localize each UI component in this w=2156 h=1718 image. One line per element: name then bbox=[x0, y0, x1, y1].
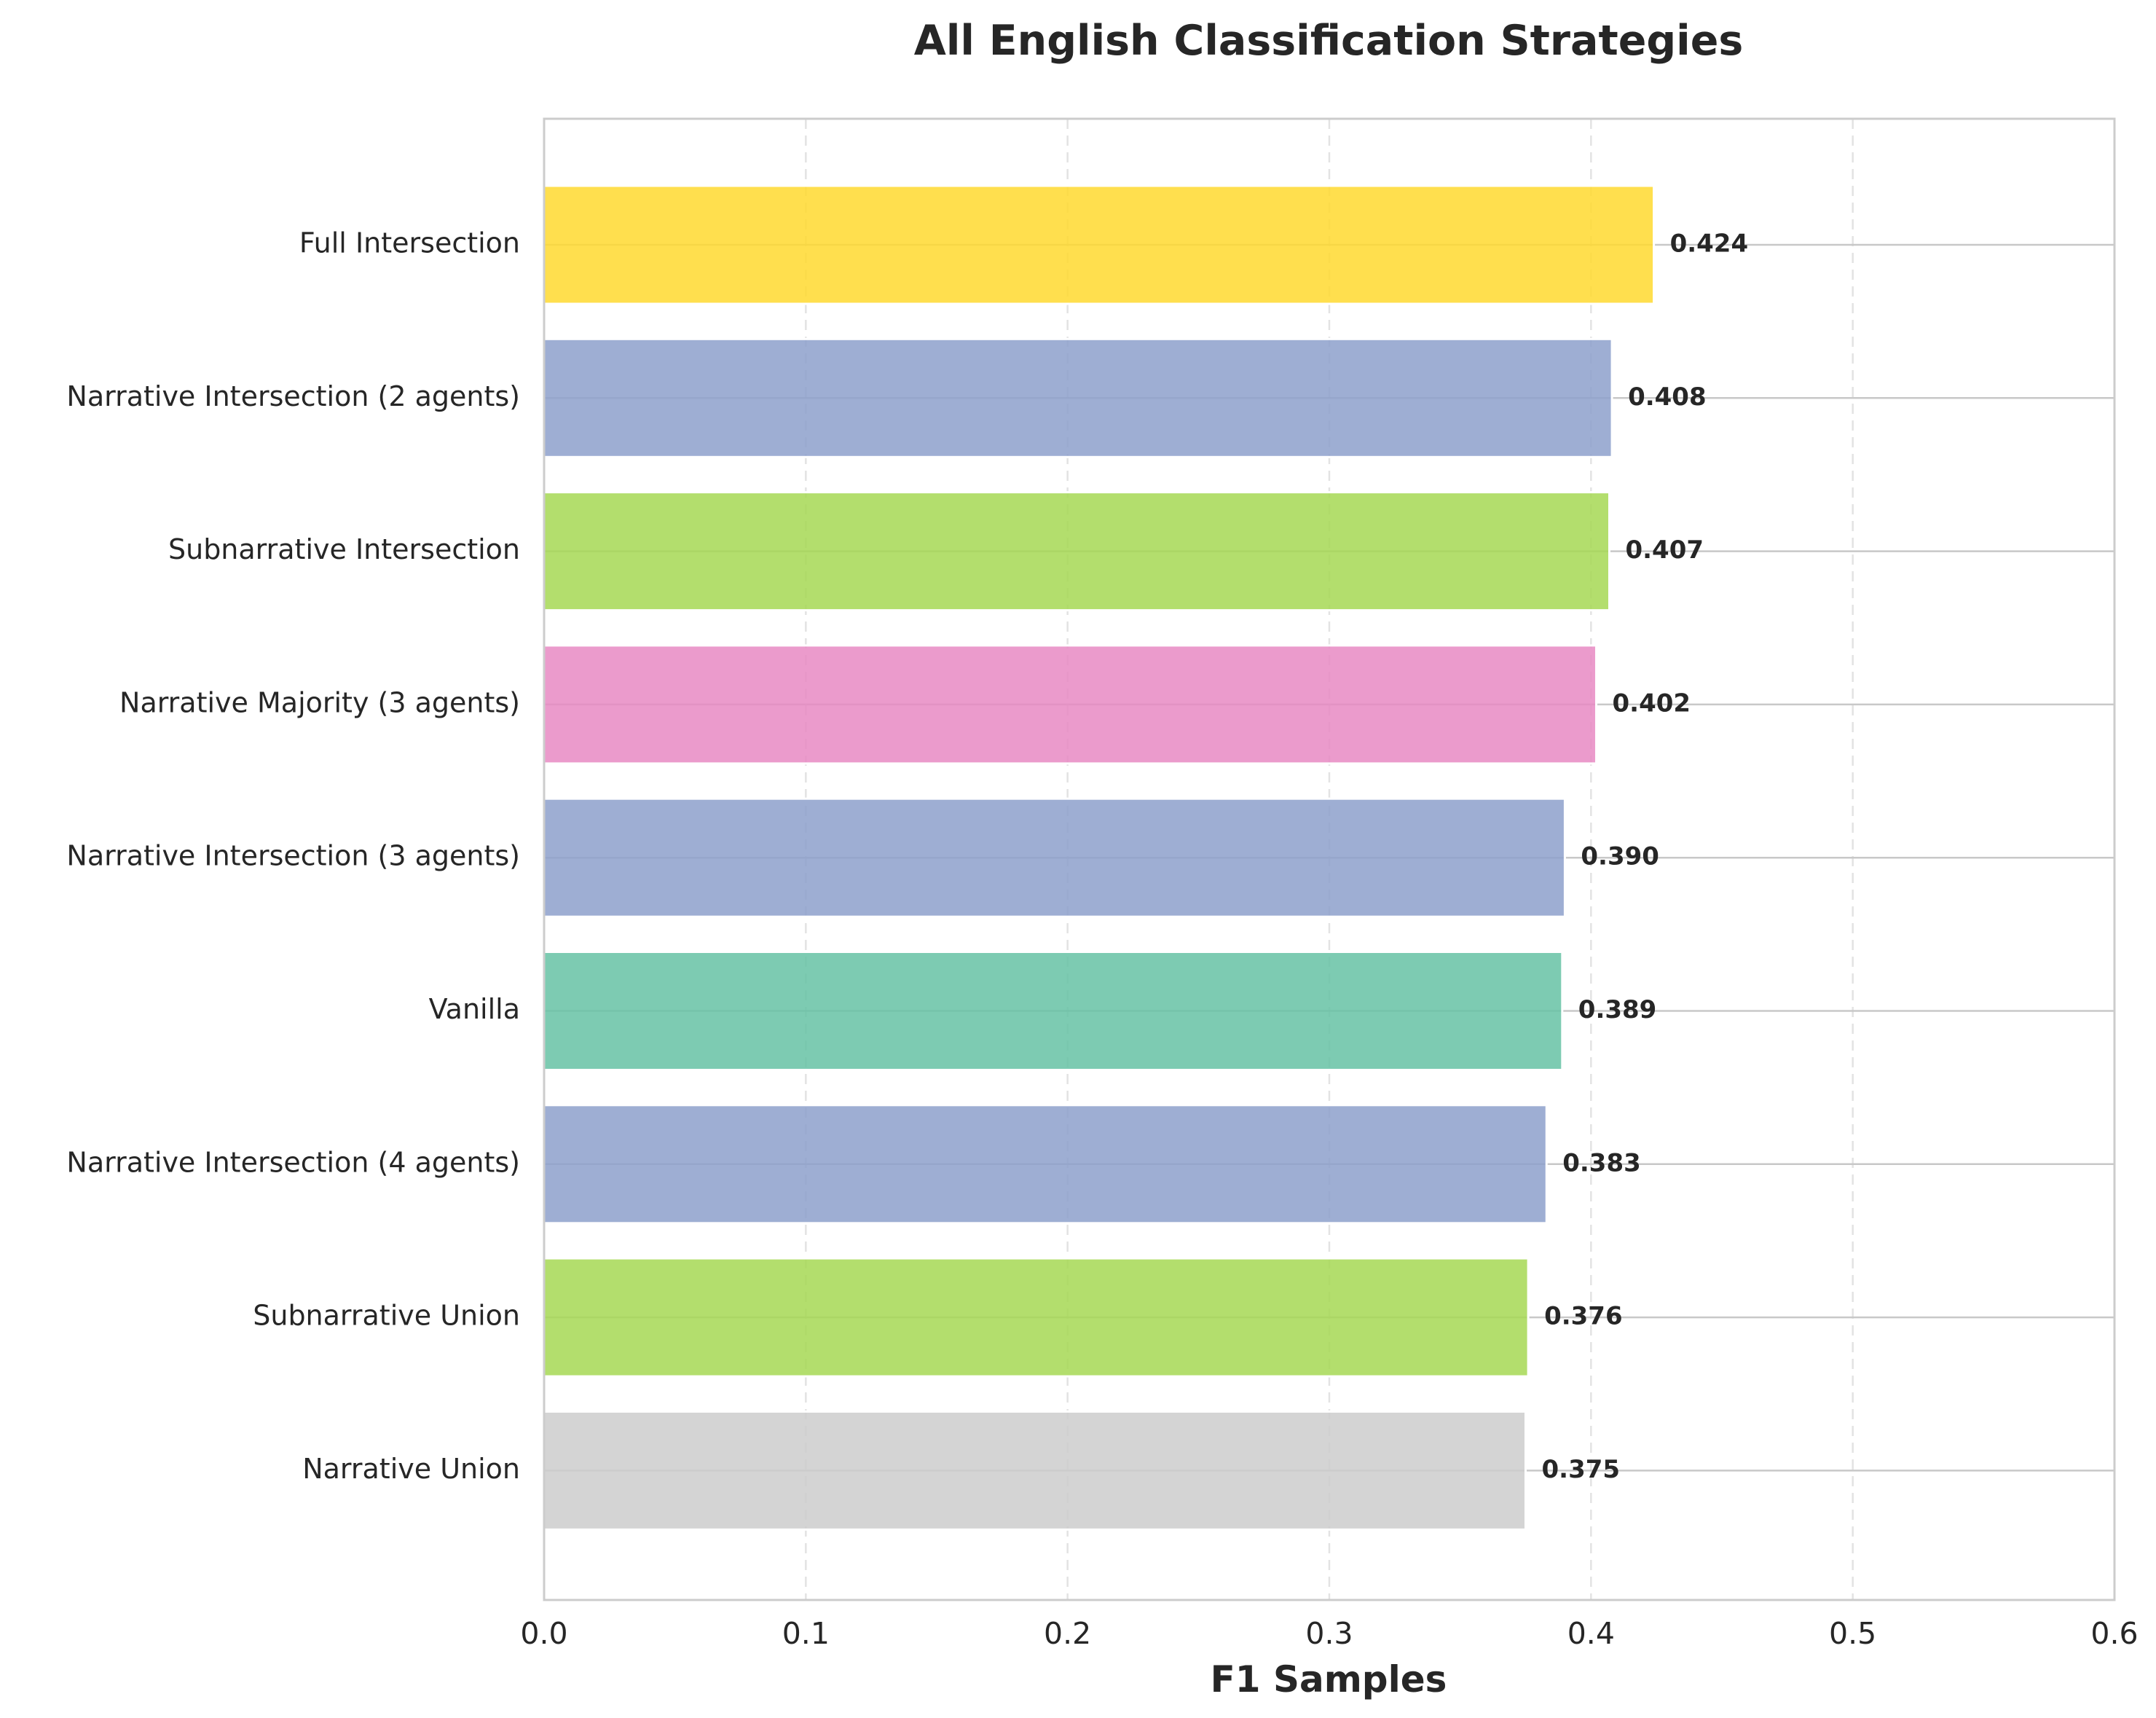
category-label: Narrative Union bbox=[302, 1453, 520, 1485]
bar bbox=[543, 644, 1598, 765]
bar-value-label: 0.407 bbox=[1625, 536, 1704, 565]
x-tick-label: 0.3 bbox=[1305, 1616, 1353, 1651]
bars: 0.424 0.408 0.407 0.402 0.390 0.389 0.383 0.376… bbox=[543, 184, 1749, 1531]
x-axis: 0.0 0.1 0.2 0.3 0.4 0.5 0.6 bbox=[520, 1616, 2138, 1651]
bar bbox=[543, 491, 1610, 612]
bar bbox=[543, 1410, 1527, 1531]
bar-value-label: 0.424 bbox=[1670, 230, 1749, 259]
x-tick-label: 0.1 bbox=[782, 1616, 830, 1651]
y-axis: Full Intersection Narrative Intersection … bbox=[66, 227, 520, 1485]
bar bbox=[543, 797, 1566, 918]
bar bbox=[543, 1104, 1548, 1225]
bar bbox=[543, 951, 1564, 1071]
bar-value-label: 0.389 bbox=[1578, 995, 1657, 1024]
bar bbox=[543, 337, 1613, 458]
category-label: Narrative Intersection (4 agents) bbox=[66, 1146, 520, 1178]
bar-value-label: 0.408 bbox=[1628, 383, 1707, 412]
x-tick-label: 0.2 bbox=[1044, 1616, 1091, 1651]
bar-value-label: 0.383 bbox=[1562, 1148, 1641, 1177]
category-label: Subnarrative Intersection bbox=[168, 533, 520, 565]
category-label: Subnarrative Union bbox=[253, 1300, 520, 1332]
bar-value-label: 0.375 bbox=[1542, 1455, 1621, 1484]
category-label: Narrative Intersection (2 agents) bbox=[66, 380, 520, 412]
x-tick-label: 0.5 bbox=[1829, 1616, 1876, 1651]
category-label: Vanilla bbox=[429, 993, 520, 1025]
chart-title: All English Classification Strategies bbox=[914, 17, 1744, 65]
plot-frame bbox=[543, 117, 2116, 1601]
bar-value-label: 0.390 bbox=[1581, 842, 1659, 871]
bar-value-label: 0.402 bbox=[1613, 689, 1691, 718]
x-tick-label: 0.6 bbox=[2090, 1616, 2138, 1651]
category-label: Narrative Intersection (3 agents) bbox=[66, 840, 520, 872]
bar-value-label: 0.376 bbox=[1544, 1302, 1623, 1331]
category-label: Narrative Majority (3 agents) bbox=[119, 686, 520, 718]
x-tick-label: 0.4 bbox=[1567, 1616, 1615, 1651]
bar bbox=[543, 1257, 1530, 1378]
x-tick-label: 0.0 bbox=[520, 1616, 567, 1651]
category-label: Full Intersection bbox=[299, 227, 520, 259]
x-axis-label: F1 Samples bbox=[1211, 1658, 1447, 1701]
bar bbox=[543, 184, 1656, 305]
